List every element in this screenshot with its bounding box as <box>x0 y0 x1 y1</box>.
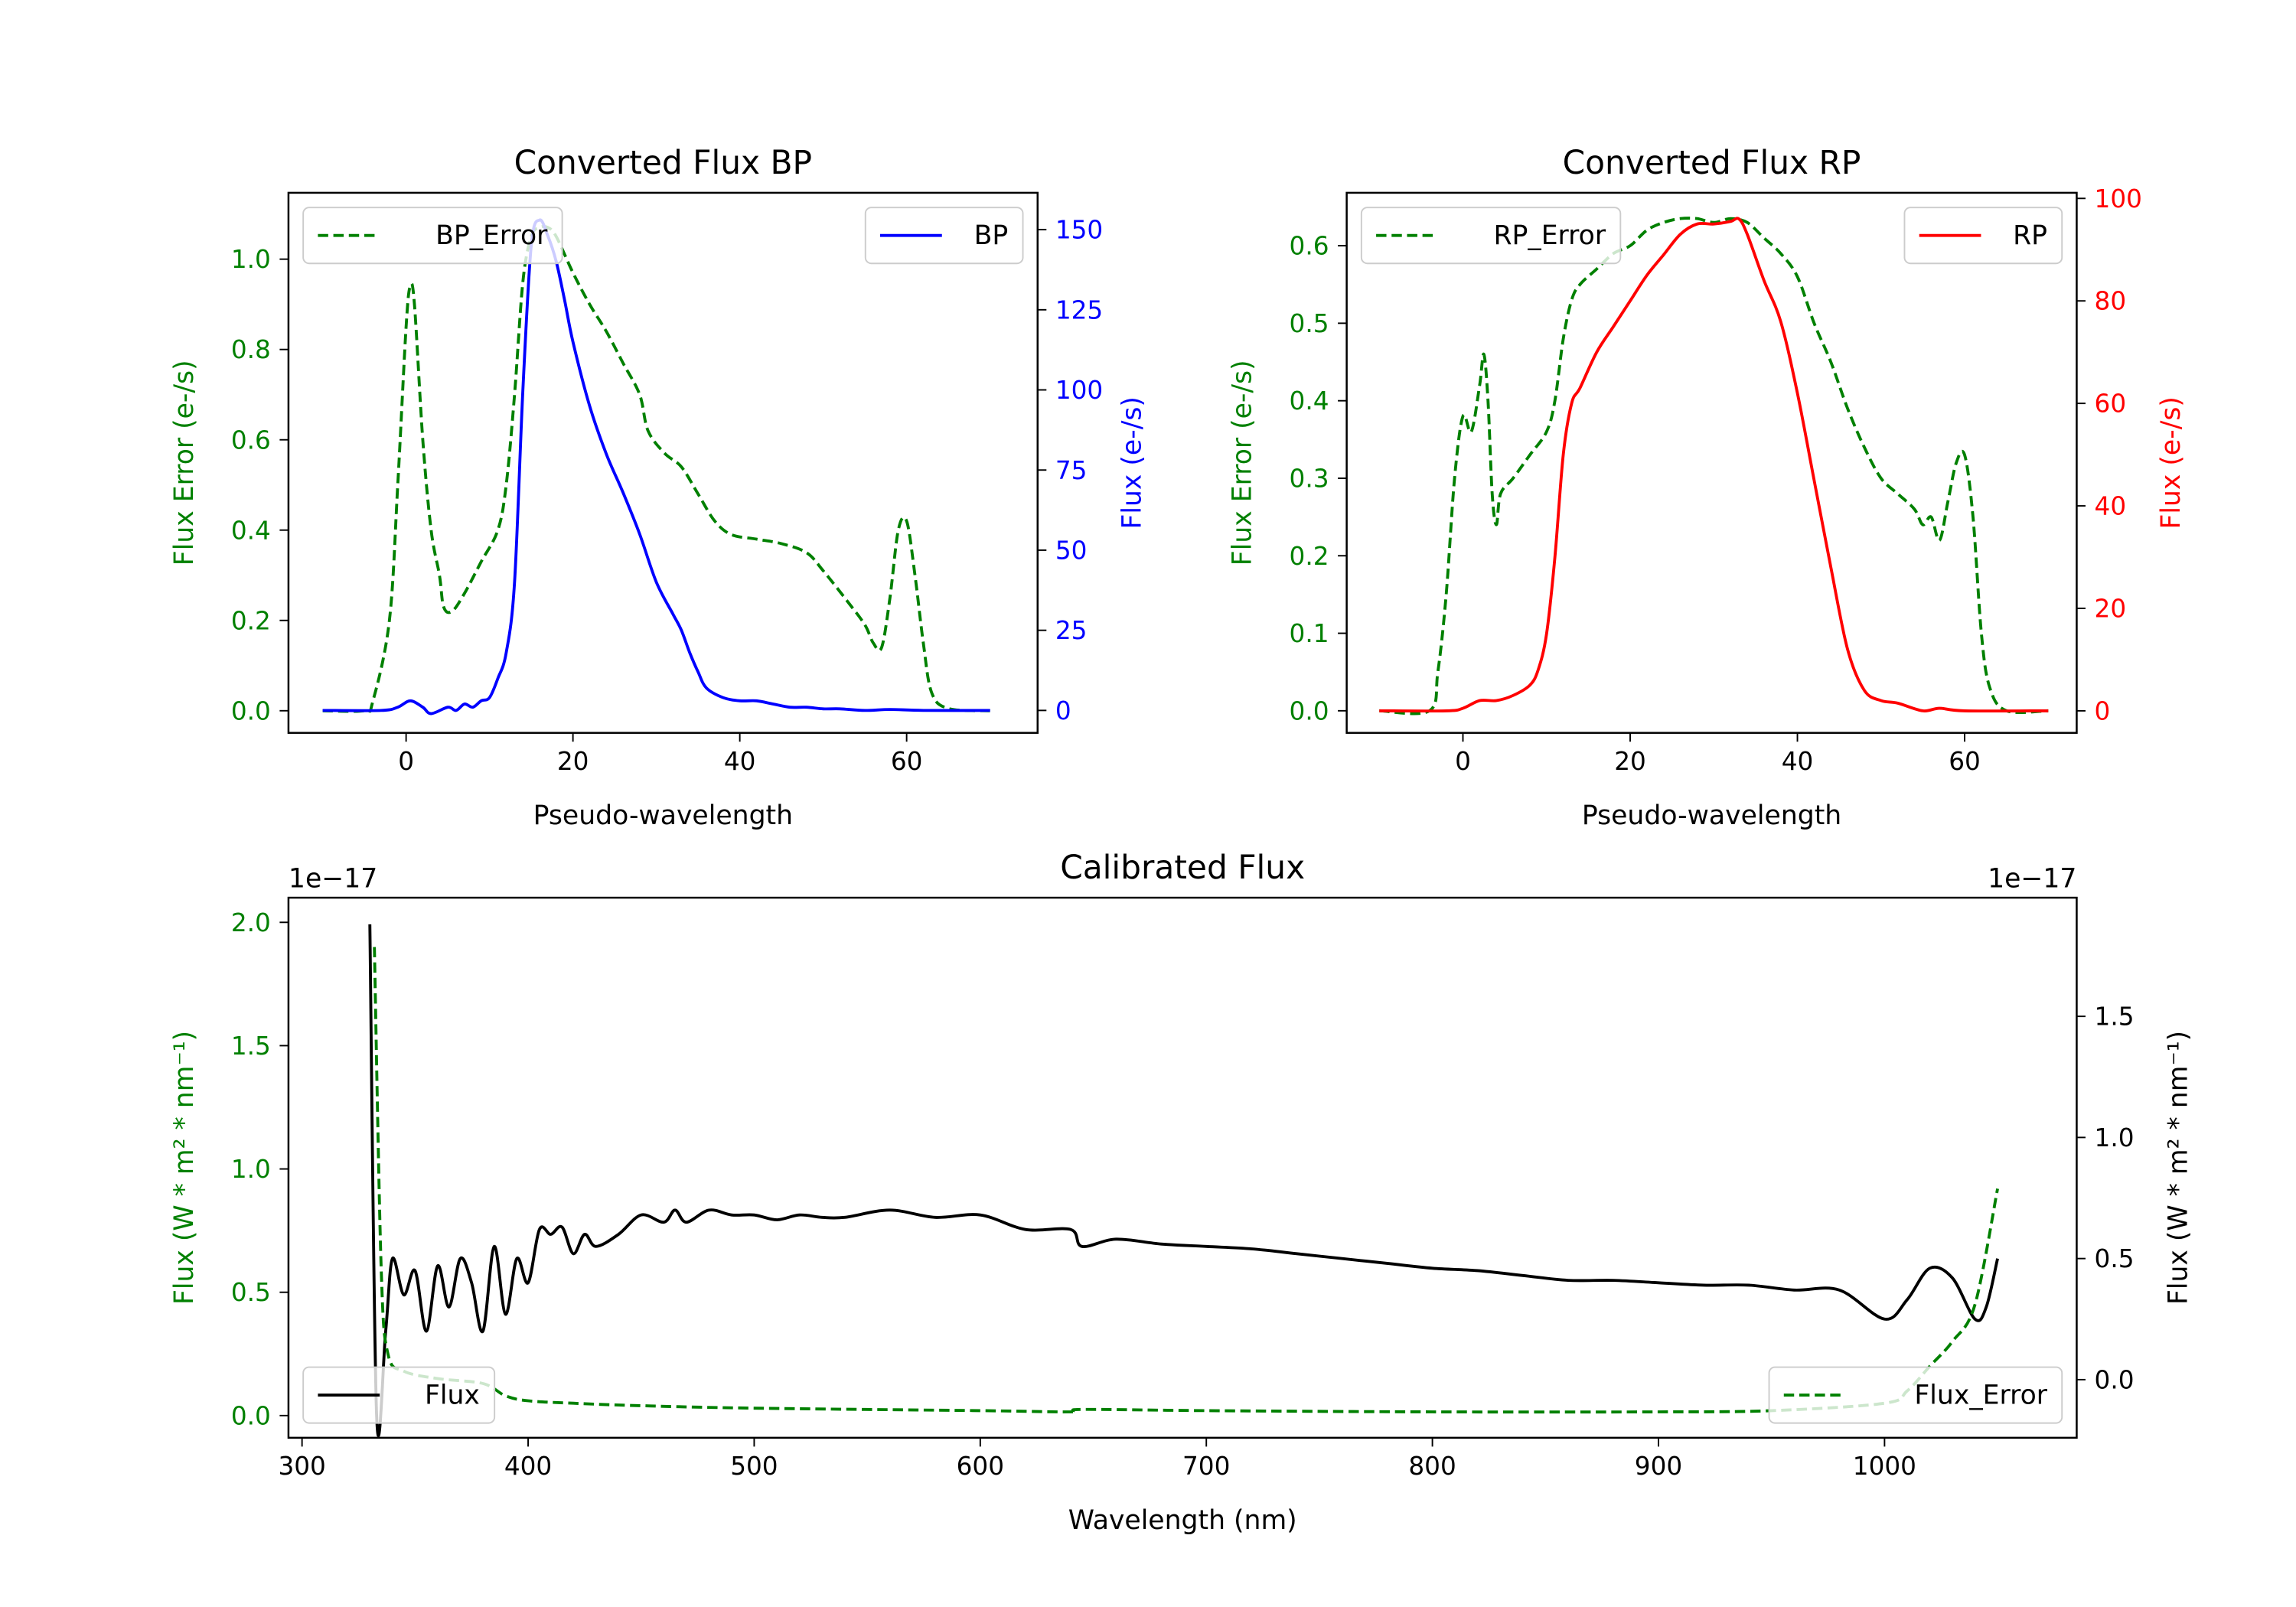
legend-label: Flux_Error <box>1914 1380 2047 1411</box>
plot-frame <box>287 896 2078 1439</box>
legend-flux-error: Flux_Error <box>1768 1366 2063 1424</box>
y-right-tick-label: 25 <box>1055 616 1088 645</box>
y-right-tick-label: 100 <box>1055 376 1103 405</box>
legend-rp-error: RP_Error <box>1360 207 1622 265</box>
y-right-tick-label: 1.0 <box>2095 1123 2135 1152</box>
x-tick-label: 600 <box>957 1452 1004 1481</box>
x-tick-label: 300 <box>278 1452 325 1481</box>
legend-box <box>1768 1366 2063 1424</box>
x-tick-label: 20 <box>557 747 589 776</box>
y-left-tick-label: 0.0 <box>231 1401 271 1430</box>
x-tick-label: 0 <box>1455 747 1471 776</box>
y-left-tick-label: 1.0 <box>231 245 271 274</box>
x-tick-label: 40 <box>1782 747 1814 776</box>
x-axis-label: Pseudo-wavelength <box>533 800 793 831</box>
y-right-tick-label: 0.0 <box>2095 1365 2135 1394</box>
chart-cal: 300 400 500 600 700 800 900 1000 0.0 0.5 1.0 1.5 2.0… <box>169 849 2194 1536</box>
y-left-offset-label: 1e−17 <box>289 864 377 895</box>
series-line-bp <box>322 218 990 715</box>
x-axis-label: Pseudo-wavelength <box>1582 800 1841 831</box>
y-left-tick-label: 0.6 <box>1290 232 1329 261</box>
legend-label: BP_Error <box>435 220 548 251</box>
chart-title: Converted Flux BP <box>514 144 812 181</box>
x-tick-label: 1000 <box>1853 1452 1916 1481</box>
legend-bp-error: BP_Error <box>302 207 563 265</box>
x-axis-label: Wavelength (nm) <box>1068 1505 1297 1536</box>
y-left-tick-label: 0.3 <box>1290 464 1329 494</box>
y-left-tick-label: 0.1 <box>1290 619 1329 648</box>
legend-box <box>864 207 1024 265</box>
x-tick-label: 500 <box>730 1452 778 1481</box>
series-line-rp <box>1379 217 2049 713</box>
y-right-tick-label: 1.5 <box>2095 1002 2135 1032</box>
legend-bp: BP <box>864 207 1024 265</box>
legend-rp: RP <box>1903 207 2063 265</box>
y-right-tick-label: 60 <box>2095 390 2127 419</box>
y-left-axis-label: Flux Error (e-/s) <box>169 360 200 566</box>
y-right-tick-label: 0 <box>1055 696 1071 725</box>
y-right-axis-label: Flux (e-/s) <box>2156 396 2187 529</box>
legend-box <box>302 1366 496 1424</box>
legend-label: RP_Error <box>1493 220 1606 251</box>
chart-rp: 0 20 40 60 0.0 0.1 0.2 0.3 0.4 0.5 0.6 0 20 40 60 80 100… <box>1228 144 2187 831</box>
y-right-tick-label: 125 <box>1055 295 1103 324</box>
legend-label: Flux <box>425 1380 480 1411</box>
y-right-tick-label: 40 <box>2095 492 2127 521</box>
chart-title: Calibrated Flux <box>1060 849 1305 886</box>
y-left-tick-label: 2.0 <box>231 908 271 937</box>
y-left-tick-label: 0.5 <box>1290 309 1329 338</box>
y-right-axis-label: Flux (W * m² * nm⁻¹) <box>2164 1031 2194 1305</box>
y-right-tick-label: 75 <box>1055 456 1088 485</box>
y-left-tick-label: 0.5 <box>231 1278 271 1307</box>
y-right-tick-label: 100 <box>2095 184 2142 214</box>
y-left-tick-label: 0.4 <box>1290 386 1329 416</box>
x-tick-label: 60 <box>1949 747 1981 776</box>
y-left-tick-label: 0.4 <box>231 516 271 545</box>
y-right-tick-label: 0.5 <box>2095 1244 2135 1273</box>
y-right-tick-label: 50 <box>1055 536 1088 565</box>
series-line-bp-error <box>322 224 990 713</box>
y-left-tick-label: 0.6 <box>231 425 271 455</box>
chart-title: Converted Flux RP <box>1563 144 1861 181</box>
x-tick-label: 700 <box>1182 1452 1230 1481</box>
y-left-tick-label: 0.2 <box>1290 542 1329 571</box>
y-right-tick-label: 0 <box>2095 696 2111 725</box>
x-tick-label: 40 <box>724 747 756 776</box>
chart-bp: 0 20 40 60 0.0 0.2 0.4 0.6 0.8 1.0 0 25 50 75 100 125 15… <box>169 144 1147 831</box>
y-left-axis-label: Flux Error (e-/s) <box>1228 360 1258 566</box>
x-tick-label: 400 <box>504 1452 552 1481</box>
y-left-tick-label: 0.0 <box>1290 696 1329 725</box>
x-tick-label: 800 <box>1408 1452 1456 1481</box>
plot-frame <box>1345 191 2078 734</box>
y-left-tick-label: 0.0 <box>231 696 271 725</box>
y-left-tick-label: 1.5 <box>231 1032 271 1061</box>
legend-label: RP <box>2013 220 2047 251</box>
y-left-axis-label: Flux (W * m² * nm⁻¹) <box>169 1031 200 1305</box>
legend-flux: Flux <box>302 1366 496 1424</box>
y-right-tick-label: 150 <box>1055 216 1103 245</box>
series-line-flux <box>368 924 1999 1437</box>
y-right-axis-label: Flux (e-/s) <box>1117 396 1147 529</box>
y-left-tick-label: 0.8 <box>231 335 271 364</box>
y-right-tick-label: 20 <box>2095 595 2127 624</box>
y-left-tick-label: 1.0 <box>231 1155 271 1184</box>
y-left-tick-label: 0.2 <box>231 606 271 635</box>
legend-box <box>1360 207 1622 265</box>
legend-label: BP <box>974 220 1009 251</box>
y-right-tick-label: 80 <box>2095 287 2127 316</box>
plot-frame <box>287 191 1039 734</box>
x-tick-label: 900 <box>1635 1452 1682 1481</box>
legend-box <box>1903 207 2063 265</box>
legend-box <box>302 207 563 265</box>
x-tick-label: 0 <box>398 747 414 776</box>
y-right-offset-label: 1e−17 <box>1988 864 2076 895</box>
x-tick-label: 60 <box>891 747 923 776</box>
x-tick-label: 20 <box>1614 747 1646 776</box>
